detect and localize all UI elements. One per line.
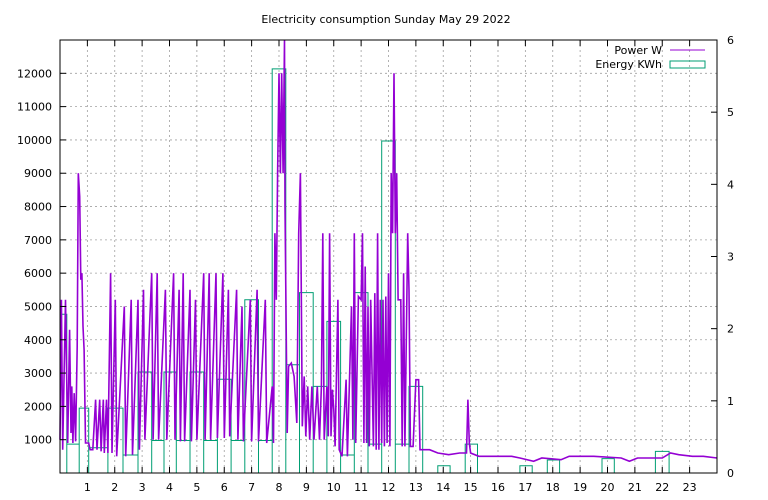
x-tick-label: 11 <box>354 481 368 494</box>
x-tick-label: 23 <box>683 481 697 494</box>
energy-series <box>60 68 717 474</box>
y-tick-label-left: 1000 <box>24 434 52 447</box>
y-tick-label-right: 1 <box>727 395 734 408</box>
legend-label-energy: Energy KWh <box>595 58 662 71</box>
x-tick-label: 1 <box>84 481 91 494</box>
y-tick-label-right: 3 <box>727 251 734 264</box>
y-tick-label-left: 10000 <box>17 134 52 147</box>
x-tick-label: 10 <box>327 481 341 494</box>
x-tick-label: 13 <box>409 481 423 494</box>
y-tick-label-right: 4 <box>727 178 734 191</box>
axis-ticks: 1 2 3 4 5 6 7 8 9 10 11 12 13 14 15 16 17 18 19 20 21 22 23100… <box>17 34 734 494</box>
legend-label-power: Power W <box>614 44 662 57</box>
y-tick-label-left: 5000 <box>24 300 52 313</box>
x-tick-label: 2 <box>111 481 118 494</box>
x-tick-label: 19 <box>573 481 587 494</box>
energy-kwh-line <box>60 68 717 474</box>
x-tick-label: 8 <box>276 481 283 494</box>
y-tick-label-left: 7000 <box>24 234 52 247</box>
y-tick-label-left: 3000 <box>24 367 52 380</box>
x-tick-label: 22 <box>655 481 669 494</box>
y-tick-label-right: 2 <box>727 323 734 336</box>
x-tick-label: 21 <box>628 481 642 494</box>
y-tick-label-left: 6000 <box>24 267 52 280</box>
legend-swatch-energy <box>669 60 706 69</box>
y-tick-label-left: 11000 <box>17 101 52 114</box>
y-tick-label-right: 0 <box>727 467 734 480</box>
y-tick-label-right: 6 <box>727 34 734 47</box>
x-tick-label: 7 <box>248 481 255 494</box>
x-tick-label: 4 <box>166 481 173 494</box>
x-tick-label: 18 <box>546 481 560 494</box>
x-tick-label: 17 <box>518 481 532 494</box>
chart-title: Electricity consumption Sunday May 29 20… <box>261 13 510 26</box>
y-tick-label-left: 12000 <box>17 67 52 80</box>
power-series <box>59 39 718 463</box>
y-tick-label-left: 8000 <box>24 201 52 214</box>
legend: Power W Energy KWh <box>595 44 706 71</box>
x-tick-label: 3 <box>139 481 146 494</box>
y-tick-label-left: 4000 <box>24 334 52 347</box>
x-tick-label: 9 <box>303 481 310 494</box>
x-tick-label: 15 <box>464 481 478 494</box>
power-w-line <box>59 39 718 463</box>
x-tick-label: 14 <box>436 481 450 494</box>
x-tick-label: 12 <box>382 481 396 494</box>
x-tick-label: 20 <box>601 481 615 494</box>
x-tick-label: 5 <box>193 481 200 494</box>
y-tick-label-left: 9000 <box>24 167 52 180</box>
x-tick-label: 6 <box>221 481 228 494</box>
y-tick-label-left: 2000 <box>24 400 52 413</box>
x-tick-label: 16 <box>491 481 505 494</box>
y-tick-label-right: 5 <box>727 106 734 119</box>
